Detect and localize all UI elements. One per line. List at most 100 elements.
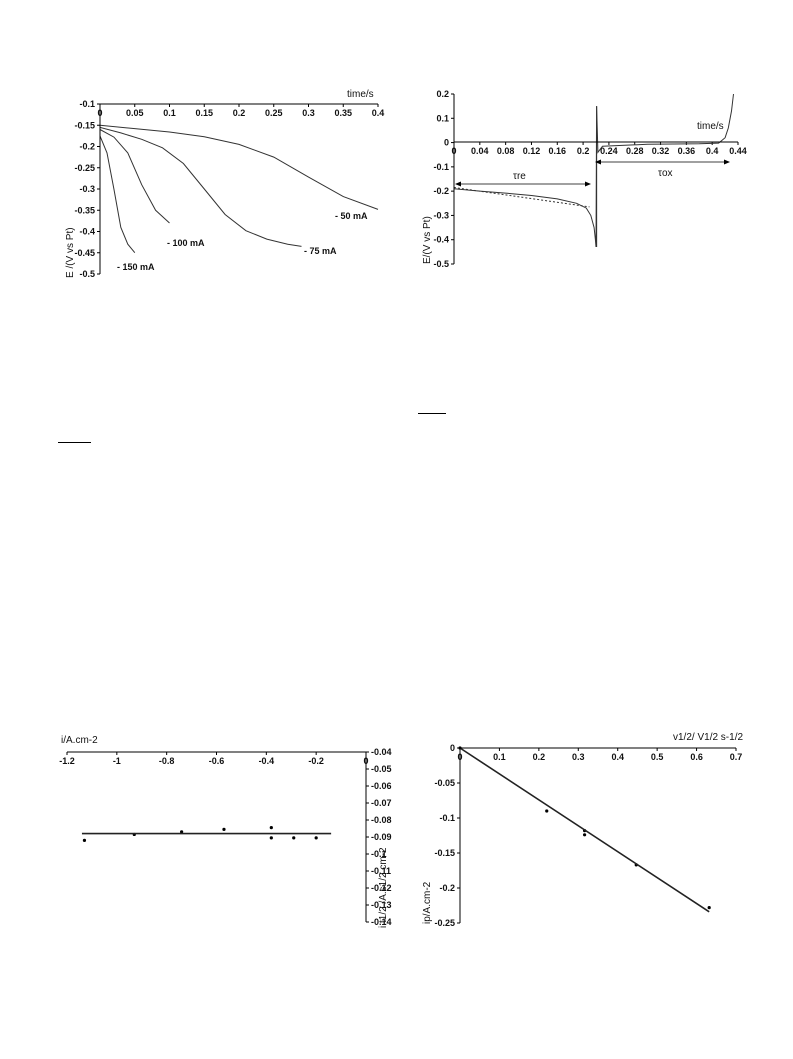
x-tick-label: 0.6 (690, 752, 703, 762)
chart-cottrell-product-vs-current: -0.04 -0.05 -0.06 -0.07 -0.08 -0.09 -0.1 -0.11 -… (59, 735, 392, 928)
x-axis-title: v1/2/ V1/2 s-1/2 (673, 732, 743, 743)
y-tick-label: -0.25 (74, 163, 95, 173)
y-tick-label: -0.04 (371, 747, 392, 757)
x-tick-label: 0.1 (493, 752, 506, 762)
series-marks (458, 746, 711, 913)
y-tick-label: -0.2 (79, 142, 95, 152)
series-line-1 (99, 126, 302, 247)
y-tick-label: -0.15 (74, 120, 95, 130)
x-tick-label: -0.4 (259, 756, 275, 766)
y-tick-label: -0.05 (434, 778, 455, 788)
data-point (222, 827, 226, 831)
y-tick-label: -0.25 (434, 918, 455, 928)
x-tick-label: 0.25 (265, 108, 283, 118)
y-tick-label: -0.4 (433, 235, 449, 245)
data-point (269, 826, 273, 830)
y-tick-label: -0.4 (79, 227, 95, 237)
x-tick-label: 0.12 (523, 146, 541, 156)
x-axis-title: time/s (347, 89, 374, 100)
data-point (314, 836, 318, 840)
series-label-50ma: - 50 mA (335, 211, 368, 221)
underline-mark (418, 413, 446, 414)
tangent-dotted-line (453, 187, 590, 208)
x-tick-label: 0.15 (195, 108, 213, 118)
x-tick-label: 0.16 (549, 146, 567, 156)
tau-re-arrowhead-right (585, 181, 591, 187)
y-tick-label: 0.2 (436, 89, 449, 99)
series-marks (81, 826, 332, 842)
x-tick-label: -1.2 (59, 756, 75, 766)
x-axis-title: time/s (697, 121, 724, 132)
fit-line (459, 747, 710, 913)
series-line-2 (99, 129, 170, 224)
x-tick-label: 0.7 (730, 752, 743, 762)
x-tick-label: 0.08 (497, 146, 515, 156)
x-tick-label: -0.2 (308, 756, 324, 766)
tau-re-arrowhead-left (455, 181, 461, 187)
x-tick-label: 0.35 (334, 108, 352, 118)
tau-ox-label: τox (658, 168, 673, 179)
y-tick-label: -0.15 (434, 848, 455, 858)
y-tick-label: -0.5 (433, 259, 449, 269)
data-point (269, 836, 273, 840)
x-tick-label: 0.4 (706, 146, 719, 156)
x-tick-label: 0.4 (611, 752, 624, 762)
x-tick-label: -1 (113, 756, 121, 766)
y-axis-ticks: -0.04 -0.05 -0.06 -0.07 -0.08 -0.09 -0.1 -0.11 -… (366, 747, 392, 927)
y-tick-label: -0.06 (371, 781, 392, 791)
y-axis-title: i.t1/2 /A.s1/2 cm-2 (378, 847, 389, 928)
chart-peak-current-vs-scan-rate: 0 -0.05 -0.1 -0.15 -0.2 -0.25 0 0.1 0.2 0.3 0.4 0.… (422, 732, 743, 928)
y-axis-title: E /(V vs Pt) (65, 227, 76, 278)
y-tick-label: -0.2 (439, 883, 455, 893)
y-tick-label: -0.3 (79, 184, 95, 194)
series-lines (99, 124, 379, 254)
y-tick-label: -0.3 (433, 210, 449, 220)
x-tick-label: 0.4 (372, 108, 385, 118)
x-tick-label: 0.1 (163, 108, 176, 118)
series-label-75ma: - 75 mA (304, 246, 337, 256)
y-axis-title: E/(V vs Pt) (422, 216, 433, 264)
x-tick-label: 0.36 (678, 146, 696, 156)
x-tick-label: -0.8 (159, 756, 175, 766)
x-tick-label: 0.2 (577, 146, 590, 156)
y-tick-label: 0 (444, 138, 449, 148)
x-axis-ticks: 00.050.10.150.20.250.30.350.4 (97, 104, 384, 118)
x-tick-label: 0.2 (533, 752, 546, 762)
series-line-0 (453, 93, 734, 248)
x-tick-label: 0.44 (729, 146, 747, 156)
series-line-3 (99, 135, 136, 254)
y-tick-label: -0.14 (371, 917, 392, 927)
y-axis-ticks: 0 -0.05 -0.1 -0.15 -0.2 -0.25 (434, 743, 460, 928)
series-line-0 (99, 124, 379, 210)
x-axis-ticks: 00.10.20.30.40.50.60.7 (457, 748, 742, 762)
data-point (82, 838, 87, 842)
x-tick-label: 0.32 (652, 146, 670, 156)
underline-mark (58, 442, 91, 443)
y-tick-label: -0.45 (74, 248, 95, 258)
y-tick-label: -0.08 (371, 815, 392, 825)
data-point (545, 809, 549, 813)
x-tick-label: 0.3 (302, 108, 315, 118)
x-tick-label: 0.04 (471, 146, 489, 156)
y-tick-label: -0.1 (371, 849, 387, 859)
x-tick-label: -0.6 (209, 756, 225, 766)
x-axis-title: i/A.cm-2 (61, 735, 98, 746)
data-point (180, 830, 184, 834)
x-tick-label: 0.2 (233, 108, 246, 118)
x-tick-label: 0.28 (626, 146, 644, 156)
y-tick-label: -0.1 (433, 162, 449, 172)
tau-ox-arrowhead-left (595, 159, 601, 165)
y-tick-label: 0.1 (436, 113, 449, 123)
y-axis-title: ip/A.cm-2 (422, 881, 433, 924)
y-tick-label: -0.12 (371, 883, 392, 893)
x-tick-label: 0.3 (572, 752, 585, 762)
y-tick-label: 0 (450, 743, 455, 753)
series-label-100ma: - 100 mA (167, 238, 205, 248)
y-tick-label: -0.35 (74, 205, 95, 215)
data-point (582, 833, 587, 837)
x-tick-label: 0.5 (651, 752, 664, 762)
y-tick-label: -0.13 (371, 900, 392, 910)
y-tick-label: -0.09 (371, 832, 392, 842)
series-lines (453, 93, 734, 248)
x-tick-label: 0.05 (126, 108, 144, 118)
